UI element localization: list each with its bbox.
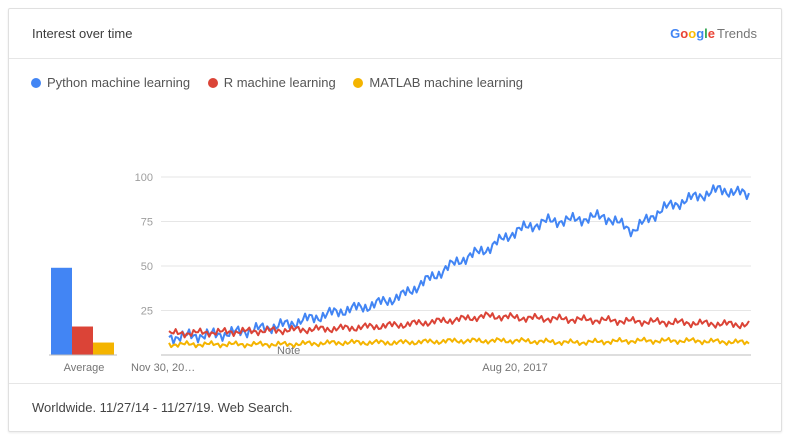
card-header: Interest over time Google Trends	[9, 9, 781, 59]
average-bar	[72, 326, 93, 355]
y-tick-label: 50	[141, 261, 153, 273]
card-footer: Worldwide. 11/27/14 - 11/27/19. Web Sear…	[9, 383, 781, 431]
chart-legend: Python machine learning R machine learni…	[31, 75, 537, 91]
legend-dot-r	[207, 77, 218, 88]
average-bar	[51, 267, 72, 355]
legend-label-matlab: MATLAB machine learning	[369, 75, 524, 90]
legend-dot-matlab	[353, 77, 364, 88]
x-tick-label: Nov 30, 20…	[131, 362, 195, 374]
google-logo-letter: o	[680, 26, 689, 41]
google-logo-letter: o	[688, 26, 697, 41]
y-tick-label: 25	[141, 306, 153, 318]
average-bar	[93, 342, 114, 355]
x-tick-label: Aug 20, 2017	[482, 362, 547, 374]
line-chart[interactable]: 25 50 75 100 Note Nov 30, 20… Aug 20, 2017 Aver…	[9, 89, 781, 389]
average-label: Average	[64, 362, 105, 374]
y-tick-label: 100	[135, 172, 153, 184]
google-logo-letter: G	[670, 26, 681, 41]
google-logo-letter: g	[696, 26, 705, 41]
trends-label: Trends	[717, 26, 757, 41]
google-logo: Google	[670, 26, 715, 41]
google-logo-letter: e	[707, 26, 716, 41]
legend-item-matlab[interactable]: MATLAB machine learning	[353, 75, 523, 90]
interest-over-time-card: Interest over time Google Trends Python m…	[8, 8, 782, 432]
legend-item-python[interactable]: Python machine learning	[31, 75, 190, 90]
footer-text: Worldwide. 11/27/14 - 11/27/19. Web Sear…	[32, 400, 293, 415]
series-line	[168, 311, 750, 339]
google-logo-letter: l	[704, 26, 708, 41]
legend-label-r: R machine learning	[223, 75, 336, 90]
google-trends-logo[interactable]: Google Trends	[670, 26, 757, 41]
legend-item-r[interactable]: R machine learning	[207, 75, 336, 90]
series-line	[168, 336, 750, 349]
legend-label-python: Python machine learning	[47, 75, 191, 90]
note-label: Note	[277, 345, 300, 357]
card-title: Interest over time	[32, 26, 133, 41]
y-tick-label: 75	[141, 217, 153, 229]
legend-dot-python	[31, 77, 41, 88]
